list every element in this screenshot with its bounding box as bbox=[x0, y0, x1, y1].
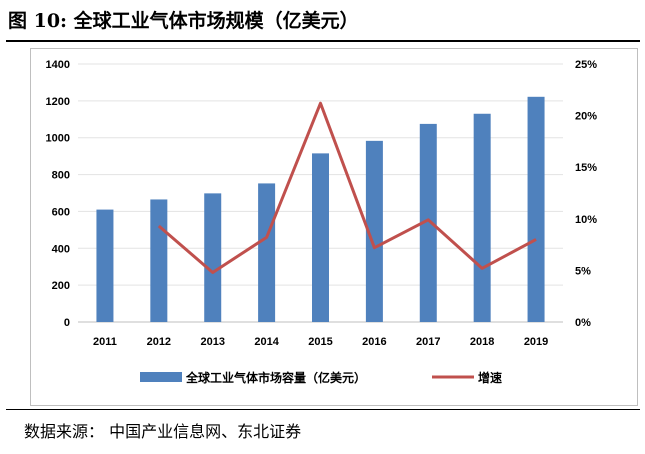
x-tick-label: 2012 bbox=[147, 336, 171, 348]
x-tick-label: 2014 bbox=[254, 336, 279, 348]
figure-title: 图 10: 全球工业气体市场规模（亿美元） bbox=[8, 10, 359, 32]
y-left-tick-label: 200 bbox=[52, 280, 70, 292]
x-tick-label: 2015 bbox=[308, 336, 332, 348]
y-left-tick-label: 800 bbox=[52, 170, 70, 182]
title-rule bbox=[6, 40, 640, 42]
y-right-tick-label: 15% bbox=[575, 162, 597, 174]
y-right-tick-label: 5% bbox=[575, 265, 591, 277]
y-left-tick-label: 600 bbox=[52, 206, 70, 218]
y-left-tick-label: 0 bbox=[64, 317, 70, 329]
y-right-tick-label: 25% bbox=[575, 59, 597, 71]
x-tick-label: 2011 bbox=[93, 336, 117, 348]
legend-label-bar: 全球工业气体市场容量（亿美元） bbox=[185, 370, 366, 385]
bar bbox=[258, 183, 276, 322]
bar bbox=[365, 140, 383, 322]
source-note: 数据来源： 中国产业信息网、东北证券 bbox=[24, 422, 302, 441]
x-tick-label: 2017 bbox=[416, 336, 440, 348]
y-right-tick-label: 10% bbox=[575, 214, 597, 226]
bar bbox=[312, 153, 329, 322]
y-left-tick-label: 1200 bbox=[46, 96, 70, 108]
x-tick-label: 2018 bbox=[470, 336, 494, 348]
y-left-tick-label: 400 bbox=[52, 243, 70, 255]
bar bbox=[204, 193, 222, 322]
bar bbox=[473, 113, 491, 322]
chart-frame bbox=[30, 48, 638, 406]
bar bbox=[96, 209, 114, 322]
bar bbox=[527, 96, 545, 322]
bar bbox=[150, 199, 168, 322]
y-right-tick-label: 20% bbox=[575, 111, 597, 123]
y-left-tick-label: 1000 bbox=[46, 133, 70, 145]
legend-swatch-bar bbox=[140, 372, 182, 382]
legend-label-line: 增速 bbox=[478, 370, 502, 385]
x-tick-label: 2019 bbox=[524, 336, 548, 348]
growth-line bbox=[157, 101, 537, 274]
bar bbox=[419, 123, 437, 323]
x-tick-label: 2016 bbox=[362, 336, 386, 348]
source-rule bbox=[6, 409, 640, 410]
x-tick-label: 2013 bbox=[200, 336, 224, 348]
y-right-tick-label: 0% bbox=[575, 317, 591, 329]
y-left-tick-label: 1400 bbox=[46, 59, 70, 71]
